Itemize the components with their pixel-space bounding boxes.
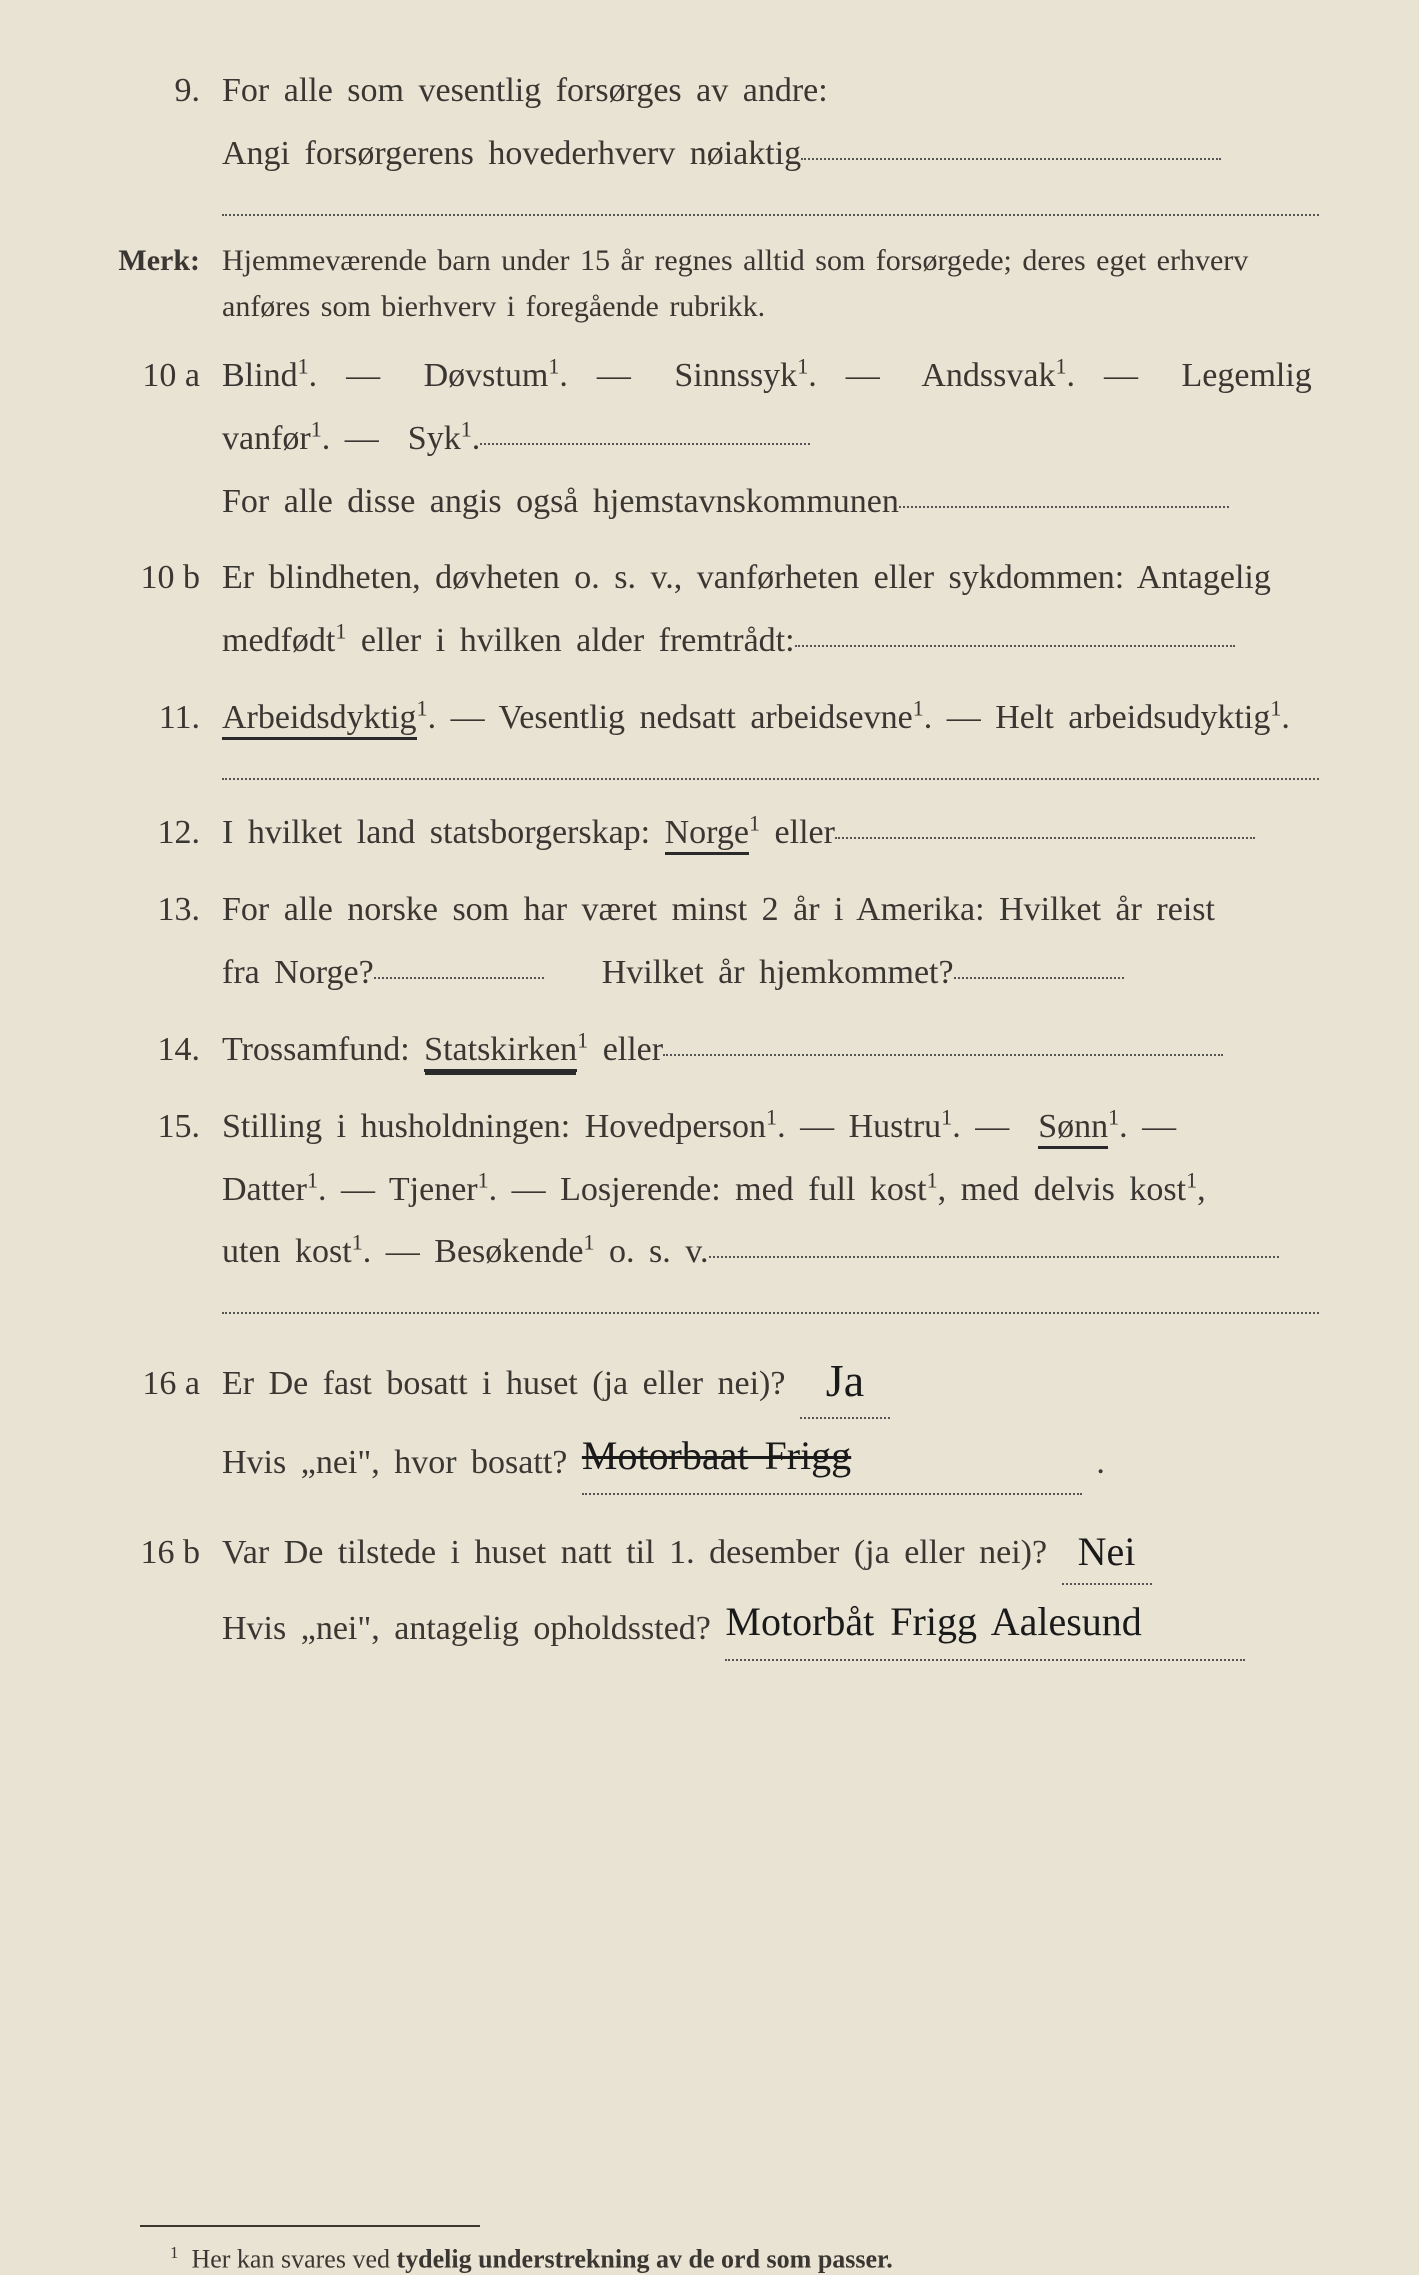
- question-16b: 16 b Var De tilstede i huset natt til 1.…: [110, 1513, 1319, 1665]
- census-form-page: 9. For alle som vesentlig forsørges av a…: [0, 0, 1419, 2048]
- q11-text: Arbeidsdyktig1. — Vesentlig nedsatt arbe…: [222, 687, 1319, 750]
- q16b-q1: Var De tilstede i huset natt til 1. dese…: [222, 1534, 1047, 1571]
- q16a-text: Er De fast bosatt i huset (ja eller nei)…: [222, 1336, 1319, 1499]
- question-16a: 16 a Er De fast bosatt i huset (ja eller…: [110, 1336, 1319, 1499]
- q16a-number: 16 a: [110, 1365, 222, 1403]
- divider: [222, 1312, 1319, 1314]
- note-merk: Merk: Hjemmeværende barn under 15 år reg…: [110, 238, 1319, 331]
- q14-end: eller: [588, 1031, 663, 1068]
- q15-datter: Datter: [222, 1171, 307, 1208]
- q15-lead: Stilling i husholdningen: Hovedperson: [222, 1108, 766, 1145]
- q12-lead: I hvilket land statsborgerskap:: [222, 814, 665, 851]
- q16a-q1: Er De fast bosatt i huset (ja eller nei)…: [222, 1365, 785, 1402]
- opt-sinnssyk: Sinnssyk: [674, 357, 797, 394]
- q11-number: 11.: [110, 699, 222, 737]
- q10a-text: Blind1. — Døvstum1. — Sinnssyk1. — Andss…: [222, 345, 1319, 534]
- q13-text: For alle norske som har været minst 2 år…: [222, 879, 1319, 1005]
- q16b-text: Var De tilstede i huset natt til 1. dese…: [222, 1513, 1319, 1665]
- question-15: 15. Stilling i husholdningen: Hovedperso…: [110, 1096, 1319, 1285]
- q11-mid: . — Vesentlig nedsatt arbeidsevne: [428, 699, 913, 736]
- opt-statskirken: Statskirken: [424, 1031, 577, 1072]
- opt-sonn: Sønn: [1038, 1108, 1108, 1149]
- footnote-text: Her kan svares ved: [191, 2245, 396, 2274]
- question-14: 14. Trossamfund: Statskirken1 eller: [110, 1019, 1319, 1082]
- q16b-ans1: Nei: [1078, 1529, 1136, 1574]
- q13-l2a: fra Norge?: [222, 954, 374, 991]
- question-10a: 10 a Blind1. — Døvstum1. — Sinnssyk1. — …: [110, 345, 1319, 534]
- q15-losj: . — Losjerende: med full kost: [489, 1171, 927, 1208]
- q13-number: 13.: [110, 891, 222, 929]
- q13-l2b: Hvilket år hjemkommet?: [602, 954, 954, 991]
- q15-hustru: . — Hustru: [777, 1108, 941, 1145]
- merk-label: Merk:: [110, 244, 222, 278]
- q15-delvis: , med delvis kost: [938, 1171, 1186, 1208]
- q15-uten: uten kost: [222, 1233, 352, 1270]
- q10b-number: 10 b: [110, 559, 222, 597]
- q14-text: Trossamfund: Statskirken1 eller: [222, 1019, 1319, 1082]
- q9-text: For alle som vesentlig forsørges av andr…: [222, 60, 1319, 186]
- opt-arbeidsdyktig: Arbeidsdyktig: [222, 699, 417, 740]
- question-9: 9. For alle som vesentlig forsørges av a…: [110, 60, 1319, 186]
- merk-text: Hjemmeværende barn under 15 år regnes al…: [222, 238, 1319, 331]
- opt-blind: Blind: [222, 357, 298, 394]
- q15-tjener: . — Tjener: [318, 1171, 478, 1208]
- q12-number: 12.: [110, 814, 222, 852]
- q9-line1: For alle som vesentlig forsørges av andr…: [222, 72, 828, 109]
- q12-end: eller: [760, 814, 835, 851]
- q13-l1: For alle norske som har været minst 2 år…: [222, 891, 1215, 928]
- divider: [222, 778, 1319, 780]
- q16a-q2: Hvis „nei", hvor bosatt?: [222, 1444, 567, 1481]
- q16a-ans1: Ja: [826, 1355, 864, 1406]
- q14-lead: Trossamfund:: [222, 1031, 424, 1068]
- q10b-l1: Er blindheten, døvheten o. s. v., vanfør…: [222, 559, 1271, 596]
- footnote: 1 Her kan svares ved tydelig understrekn…: [170, 2243, 1319, 2275]
- q16b-ans2: Motorbåt Frigg Aalesund: [725, 1599, 1141, 1644]
- q16a-ans2: Motorbaat Frigg: [582, 1433, 851, 1478]
- opt-dovstum: Døvstum: [424, 357, 549, 394]
- question-12: 12. I hvilket land statsborgerskap: Norg…: [110, 802, 1319, 865]
- q15-number: 15.: [110, 1108, 222, 1146]
- q10b-l2b: eller i hvilken alder fremtrådt:: [346, 622, 794, 659]
- q12-text: I hvilket land statsborgerskap: Norge1 e…: [222, 802, 1319, 865]
- q15-text: Stilling i husholdningen: Hovedperson1. …: [222, 1096, 1319, 1285]
- q16b-number: 16 b: [110, 1534, 222, 1572]
- question-13: 13. For alle norske som har været minst …: [110, 879, 1319, 1005]
- q14-number: 14.: [110, 1031, 222, 1069]
- question-11: 11. Arbeidsdyktig1. — Vesentlig nedsatt …: [110, 687, 1319, 750]
- q15-osv: o. s. v.: [595, 1233, 709, 1270]
- q10b-text: Er blindheten, døvheten o. s. v., vanfør…: [222, 547, 1319, 673]
- q10b-medfodt: medfødt: [222, 622, 335, 659]
- q15-besok: . — Besøkende: [363, 1233, 584, 1270]
- question-10b: 10 b Er blindheten, døvheten o. s. v., v…: [110, 547, 1319, 673]
- q10a-number: 10 a: [110, 357, 222, 395]
- q9-line2: Angi forsørgerens hovederhverv nøiaktig: [222, 135, 801, 172]
- q16b-q2: Hvis „nei", antagelig opholdssted?: [222, 1610, 711, 1647]
- q11-end: . — Helt arbeidsudyktig: [924, 699, 1271, 736]
- opt-andssvak: Andssvak: [921, 357, 1055, 394]
- footnote-bold: tydelig understrekning av de ord som pas…: [396, 2245, 892, 2274]
- footnote-rule: [140, 2225, 480, 2227]
- divider: [222, 214, 1319, 216]
- footnote-sup: 1: [170, 2243, 178, 2262]
- q9-number: 9.: [110, 72, 222, 110]
- opt-norge: Norge: [665, 814, 749, 855]
- q10a-line3: For alle disse angis også hjemstavnskomm…: [222, 483, 899, 520]
- opt-syk: Syk: [408, 420, 461, 457]
